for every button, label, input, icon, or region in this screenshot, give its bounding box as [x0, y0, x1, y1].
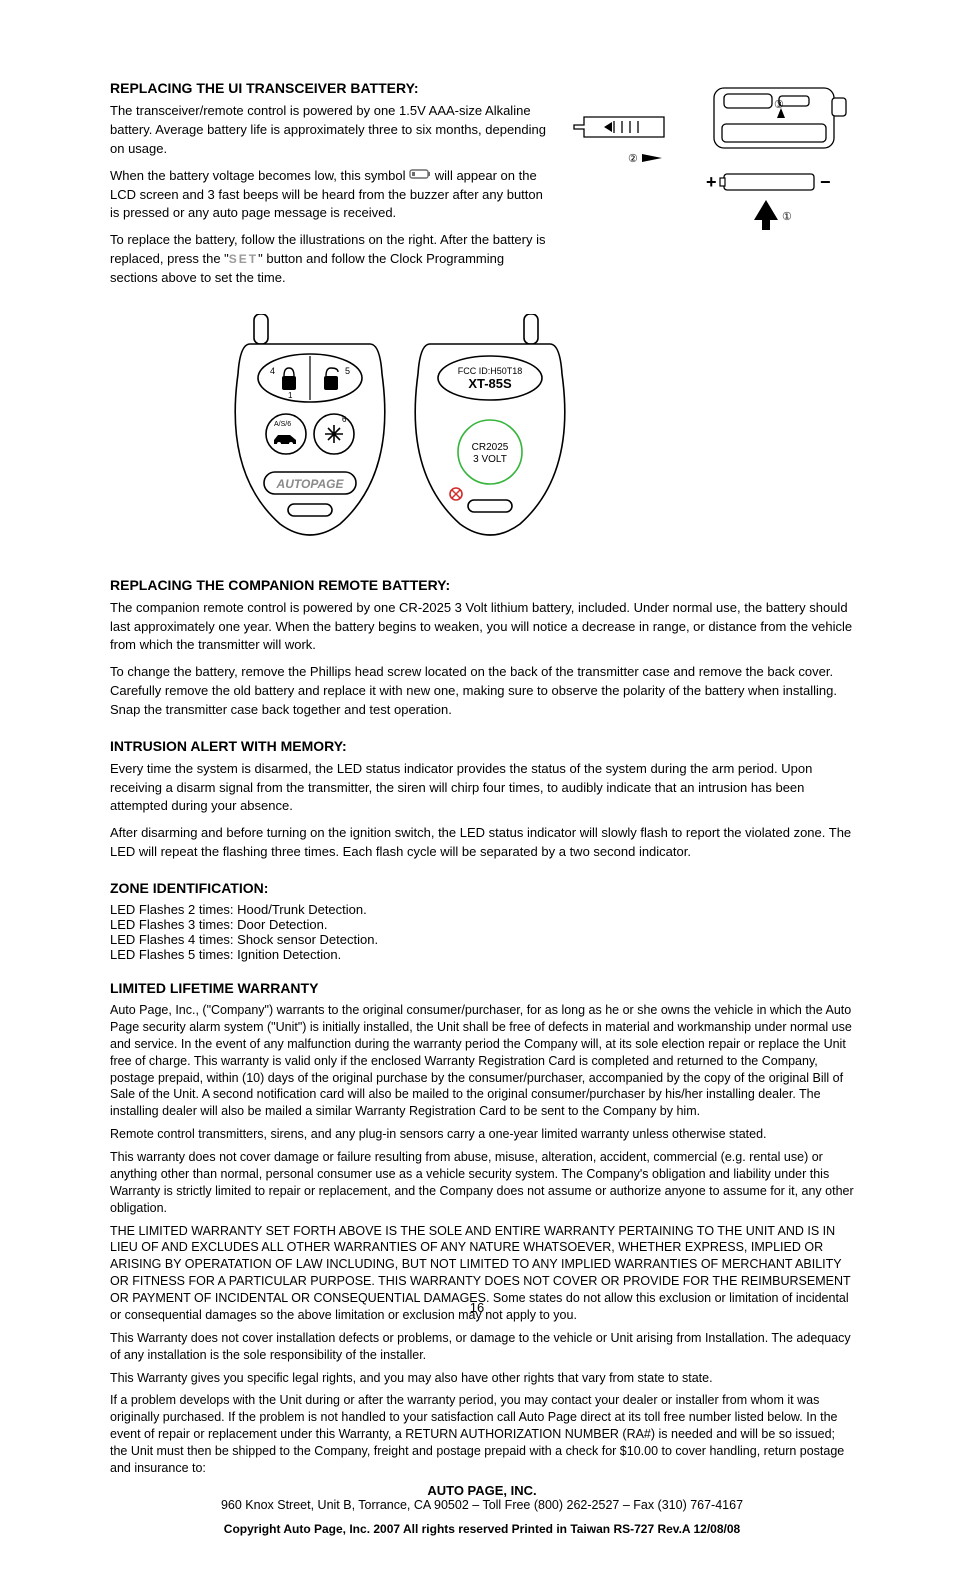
svg-text:3 VOLT: 3 VOLT — [473, 454, 507, 465]
svg-text:6: 6 — [342, 415, 347, 424]
warranty-p6: This Warranty gives you specific legal r… — [110, 1370, 854, 1387]
zone-line-3: LED Flashes 5 times: Ignition Detection. — [110, 947, 854, 962]
ui-replace-p2-pre: When the battery voltage becomes low, th… — [110, 168, 409, 183]
svg-text:①: ① — [782, 211, 792, 223]
companion-title: REPLACING THE COMPANION REMOTE BATTERY: — [110, 577, 854, 593]
intrusion-p2: After disarming and before turning on th… — [110, 824, 854, 862]
svg-text:+: + — [706, 172, 717, 192]
warranty-title: LIMITED LIFETIME WARRANTY — [110, 980, 854, 996]
battery-install-diagram: ③ ② + − — [554, 80, 854, 253]
zone-line-0: LED Flashes 2 times: Hood/Trunk Detectio… — [110, 902, 854, 917]
companion-remote-diagram: 4 5 1 A/S/6 — [220, 314, 854, 557]
warranty-address: 960 Knox Street, Unit B, Torrance, CA 90… — [110, 1498, 854, 1512]
companion-p2: To change the battery, remove the Philli… — [110, 663, 854, 720]
svg-text:FCC ID:H50T18: FCC ID:H50T18 — [458, 366, 523, 376]
ui-replace-p3: To replace the battery, follow the illus… — [110, 231, 546, 288]
ui-replace-title: REPLACING THE UI TRANSCEIVER BATTERY: — [110, 80, 546, 96]
svg-text:AUTOPAGE: AUTOPAGE — [276, 477, 345, 491]
svg-text:A/S/6: A/S/6 — [274, 421, 291, 428]
svg-text:4: 4 — [270, 366, 275, 376]
intrusion-title: INTRUSION ALERT WITH MEMORY: — [110, 738, 854, 754]
zone-line-1: LED Flashes 3 times: Door Detection. — [110, 917, 854, 932]
svg-text:②: ② — [628, 153, 638, 165]
zone-title: ZONE IDENTIFICATION: — [110, 880, 854, 896]
zone-line-2: LED Flashes 4 times: Shock sensor Detect… — [110, 932, 854, 947]
warranty-p2: Remote control transmitters, sirens, and… — [110, 1126, 854, 1143]
svg-text:1: 1 — [288, 391, 293, 400]
intrusion-p1: Every time the system is disarmed, the L… — [110, 760, 854, 817]
set-button-label: SET — [229, 252, 258, 266]
svg-text:−: − — [820, 172, 831, 192]
companion-p1: The companion remote control is powered … — [110, 599, 854, 656]
svg-text:③: ③ — [774, 99, 784, 111]
ui-replace-p2: When the battery voltage becomes low, th… — [110, 167, 546, 224]
svg-text:CR2025: CR2025 — [472, 442, 509, 453]
svg-text:XT-85S: XT-85S — [468, 376, 512, 391]
warranty-p1: Auto Page, Inc., ("Company") warrants to… — [110, 1002, 854, 1120]
warranty-p3: This warranty does not cover damage or f… — [110, 1149, 854, 1217]
warranty-p5: This Warranty does not cover installatio… — [110, 1330, 854, 1364]
warranty-p7: If a problem develops with the Unit duri… — [110, 1392, 854, 1476]
warranty-company: AUTO PAGE, INC. — [110, 1483, 854, 1498]
ui-replace-p1: The transceiver/remote control is powere… — [110, 102, 546, 159]
warranty-footer: Copyright Auto Page, Inc. 2007 All right… — [110, 1522, 854, 1536]
svg-text:5: 5 — [345, 366, 350, 376]
battery-low-icon — [409, 167, 431, 186]
page-number: 16 — [0, 1300, 954, 1315]
